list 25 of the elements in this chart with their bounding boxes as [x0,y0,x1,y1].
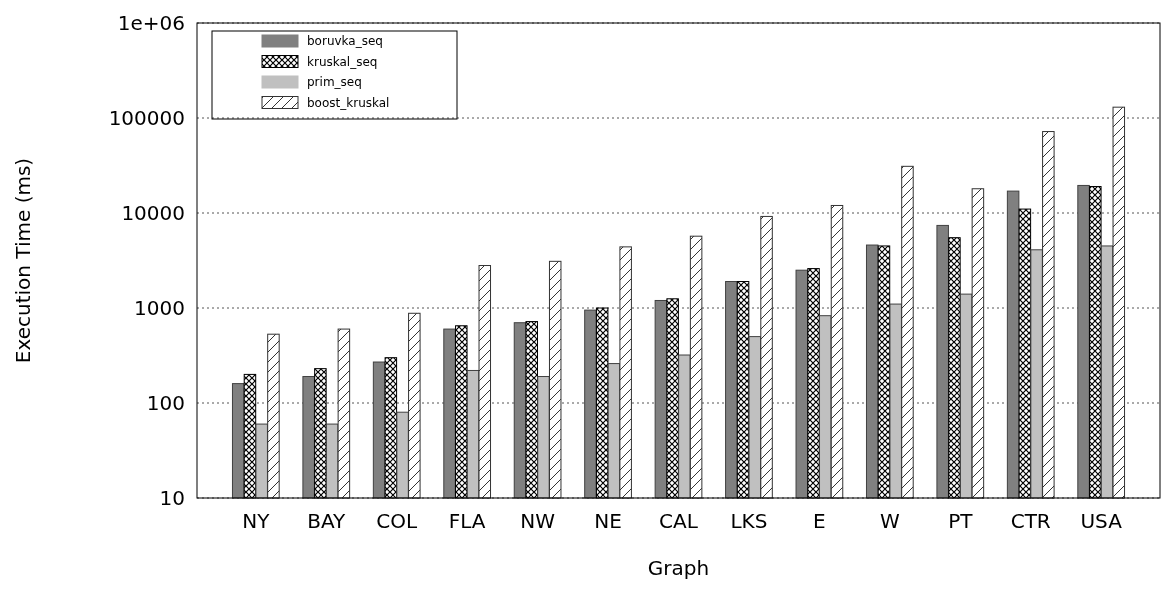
y-tick-label: 10 [159,486,185,510]
y-axis-title: Execution Time (ms) [11,157,35,364]
x-tick-label: FLA [448,509,486,533]
x-tick-label: USA [1080,509,1123,533]
y-tick-label: 100000 [108,106,185,130]
x-tick-label: CTR [1010,509,1051,533]
x-axis-title: Graph [647,556,710,580]
y-tick-label: 100 [146,391,185,415]
y-tick-label: 1000 [134,296,185,320]
legend-label: prim_seq [307,75,362,90]
x-tick-label: COL [376,509,418,533]
x-tick-label: NY [242,509,271,533]
y-tick-label: 10000 [121,201,185,225]
y-tick-label: 1e+06 [117,11,185,35]
x-tick-label: NE [594,509,622,533]
legend-label: boost_kruskal [307,95,390,110]
x-tick-label: BAY [307,509,347,533]
x-tick-label: E [813,509,826,533]
x-tick-label: LKS [730,509,768,533]
x-tick-label: NW [520,509,556,533]
legend-label: boruvka_seq [307,34,383,49]
x-tick-label: W [879,509,900,533]
legend-label: kruskal_seq [307,54,378,69]
x-tick-label: CAL [659,509,699,533]
x-tick-label: PT [948,509,974,533]
